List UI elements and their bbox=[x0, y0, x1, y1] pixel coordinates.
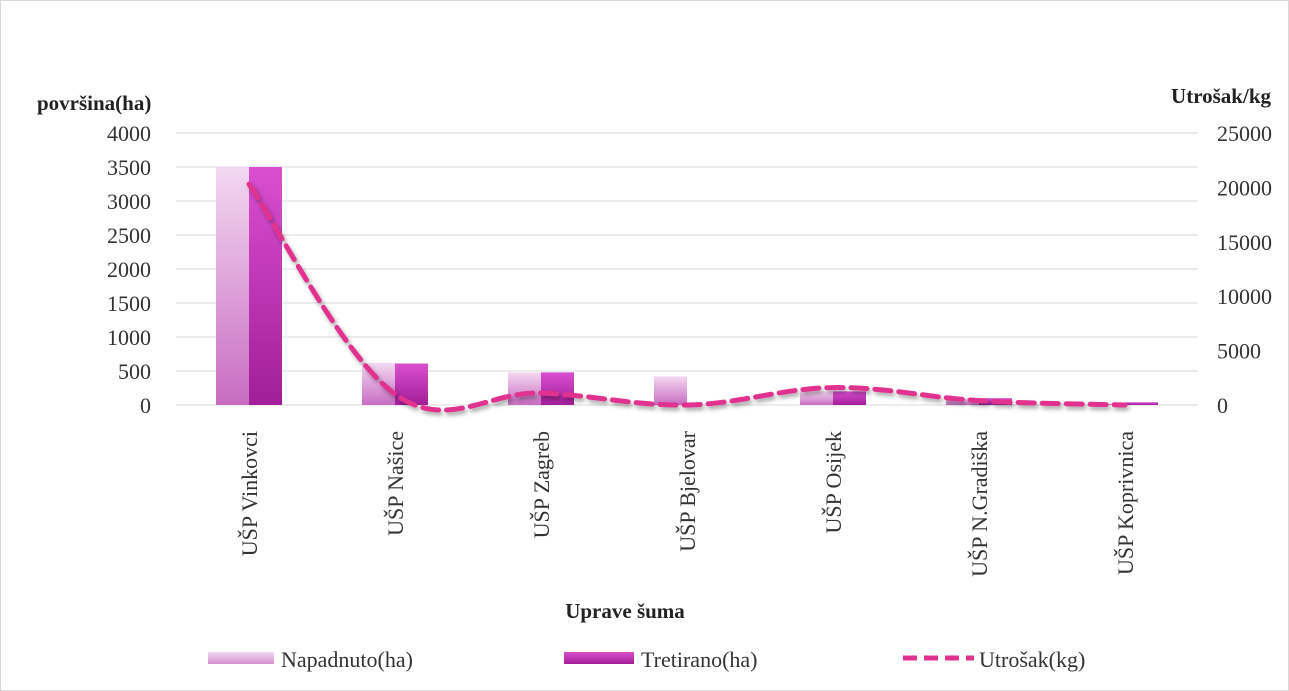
y2-tick-label: 20000 bbox=[1217, 175, 1272, 200]
y2-axis-title: Utrošak/kg bbox=[1171, 84, 1271, 108]
bar-tretirano bbox=[249, 167, 282, 405]
y-tick-label: 3000 bbox=[107, 189, 151, 214]
x-axis-categories: UŠP Vinkovci UŠP Našice UŠP Zagreb UŠP Bjel… bbox=[237, 430, 1138, 577]
category-label: UŠP Koprivnica bbox=[1113, 431, 1138, 575]
y-tick-label: 1500 bbox=[107, 291, 151, 316]
legend-swatch-tretirano bbox=[564, 652, 634, 664]
bar-napadnuto bbox=[800, 391, 833, 405]
bar-tretirano bbox=[833, 391, 866, 405]
legend-swatch-napadnuto bbox=[208, 652, 274, 664]
y-axis-right: 25000 20000 15000 10000 5000 0 bbox=[1217, 121, 1272, 418]
y-axis-left: 4000 3500 3000 2500 2000 1500 1000 500 0 bbox=[107, 121, 151, 418]
y-tick-label: 2000 bbox=[107, 257, 151, 282]
bar-napadnuto bbox=[508, 372, 541, 405]
category-label: UŠP Našice bbox=[383, 431, 408, 536]
category-label: UŠP Osijek bbox=[821, 431, 846, 533]
bars-layer bbox=[216, 167, 1158, 405]
legend-label-tretirano: Tretirano(ha) bbox=[641, 647, 758, 672]
y-tick-label: 500 bbox=[118, 359, 151, 384]
legend-label-utrosak: Utrošak(kg) bbox=[979, 647, 1085, 672]
y-tick-label: 4000 bbox=[107, 121, 151, 146]
bar-tretirano bbox=[1125, 402, 1158, 405]
y-tick-label: 2500 bbox=[107, 223, 151, 248]
y-tick-label: 0 bbox=[140, 393, 151, 418]
category-label: UŠP Zagreb bbox=[529, 431, 554, 538]
legend: Napadnuto(ha) Tretirano(ha) Utrošak(kg) bbox=[208, 647, 1085, 672]
category-label: UŠP Bjelovar bbox=[675, 430, 700, 551]
y-tick-label: 3500 bbox=[107, 155, 151, 180]
line-layer bbox=[246, 181, 1128, 413]
bar-tretirano bbox=[541, 372, 574, 405]
x-axis-title: Uprave šuma bbox=[565, 599, 685, 623]
gridlines bbox=[176, 132, 1198, 406]
y2-tick-label: 0 bbox=[1217, 393, 1228, 418]
y2-tick-label: 15000 bbox=[1217, 230, 1272, 255]
line-utrosak bbox=[246, 181, 1128, 413]
y2-tick-label: 25000 bbox=[1217, 121, 1272, 146]
y-axis-title: površina(ha) bbox=[37, 91, 151, 115]
y-tick-label: 1000 bbox=[107, 325, 151, 350]
category-label: UŠP Vinkovci bbox=[237, 431, 262, 556]
category-label: UŠP N.Gradiška bbox=[967, 431, 992, 577]
y2-tick-label: 5000 bbox=[1217, 339, 1261, 364]
bar-napadnuto bbox=[216, 167, 249, 405]
bar-napadnuto bbox=[654, 376, 687, 405]
legend-label-napadnuto: Napadnuto(ha) bbox=[281, 647, 413, 672]
y2-tick-label: 10000 bbox=[1217, 284, 1272, 309]
